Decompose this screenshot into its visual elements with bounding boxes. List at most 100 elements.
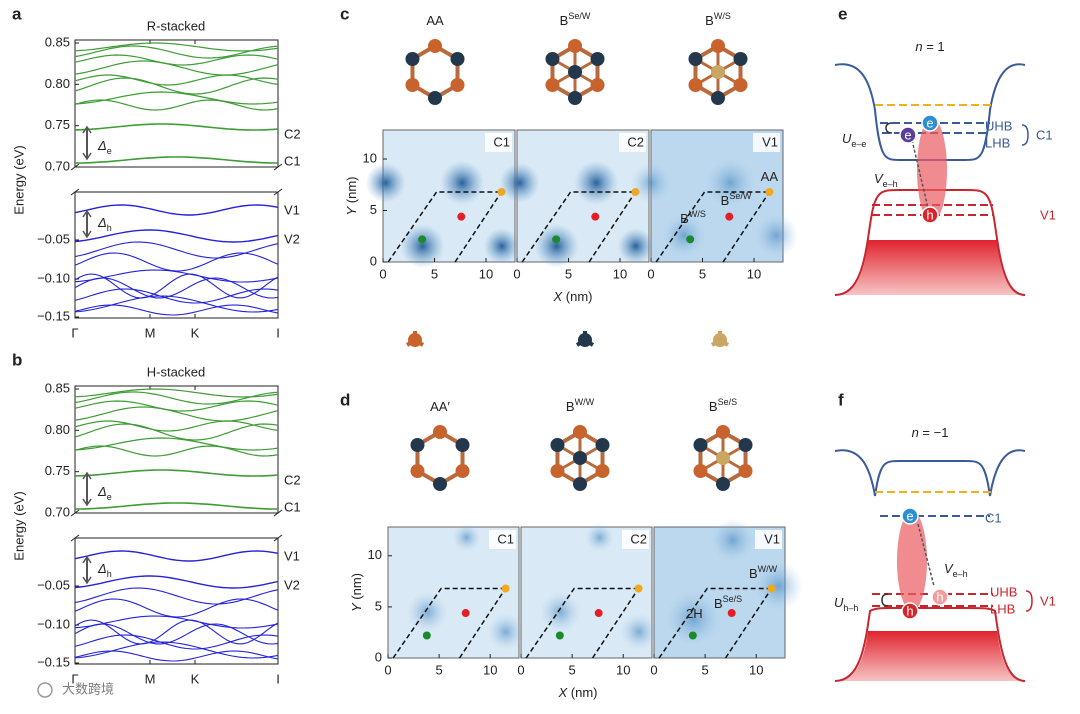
x-tick-label: 10	[616, 662, 630, 677]
band-label: V1	[284, 548, 300, 563]
y-axis-label: Y (nm)	[349, 573, 364, 612]
panel-label: e	[838, 4, 847, 23]
filling-label-part: n	[912, 425, 919, 440]
atom	[573, 477, 587, 491]
atom	[711, 39, 725, 53]
map-blob	[407, 592, 448, 633]
band	[74, 598, 279, 618]
x-tick-label: 0	[513, 266, 520, 281]
y-tick-label: 0.85	[45, 380, 70, 395]
level-label: LHB	[990, 601, 1015, 616]
arrow-head	[82, 125, 92, 161]
band	[74, 619, 279, 645]
map-label: C1	[497, 531, 514, 546]
band-label: V2	[284, 577, 300, 592]
site-dot	[422, 631, 431, 640]
x-tick-label: K	[191, 671, 200, 686]
atom	[733, 52, 748, 66]
particle-label: e	[904, 127, 911, 142]
structure-label-part: B	[705, 13, 714, 28]
structure-label: BW/W	[566, 397, 595, 414]
structure-icon	[550, 425, 610, 491]
x-tick-label: I	[276, 325, 280, 340]
filling-label: n = −1	[912, 425, 949, 440]
y-tick-label: 5	[375, 598, 382, 613]
line	[70, 188, 80, 196]
y-tick-label: 10	[368, 547, 382, 562]
atom	[568, 65, 582, 79]
y-tick-label: −0.15	[37, 308, 70, 323]
band	[74, 295, 279, 313]
site-label: BW/S	[680, 209, 706, 226]
y-axis-label: Energy (eV)	[11, 145, 26, 214]
y-tick-label: −0.05	[37, 577, 70, 592]
y-tick-label: 0.80	[45, 76, 70, 91]
x-tick-label: Γ	[71, 325, 78, 340]
panel-label: c	[340, 4, 349, 23]
interaction-label-part: e–h	[953, 569, 968, 579]
panel-title: H-stacked	[147, 364, 206, 379]
atom	[455, 438, 470, 452]
atom	[573, 425, 587, 439]
map-label-bg	[755, 530, 782, 549]
structure-label-part: B	[709, 399, 718, 414]
x-axis-label-part: (nm)	[562, 289, 592, 304]
band	[74, 229, 279, 243]
legend-atom	[408, 333, 422, 347]
band	[74, 623, 279, 645]
x-tick-label: M	[145, 325, 156, 340]
line	[273, 534, 283, 542]
map-blob	[534, 224, 579, 269]
x-tick-label: 0	[650, 662, 657, 677]
structure-label: BW/S	[705, 11, 731, 28]
structure-label-part: Se/S	[718, 397, 738, 407]
brace	[1021, 124, 1029, 146]
band	[74, 634, 279, 650]
particle-label: h	[926, 207, 933, 222]
map-label-bg	[622, 530, 649, 549]
band	[74, 252, 279, 272]
interaction-label-part: U	[842, 131, 852, 146]
watermark: 大数跨境	[62, 681, 114, 696]
map-blob	[753, 560, 804, 611]
line	[70, 509, 80, 517]
site-label-part: Se/W	[729, 191, 752, 201]
band-label: V1	[1040, 593, 1056, 608]
legend-icon	[575, 331, 595, 347]
line	[70, 163, 80, 171]
atom	[595, 464, 610, 478]
particle	[899, 126, 917, 144]
panel-label: d	[340, 390, 350, 409]
map-blob	[499, 162, 540, 203]
legend-atom	[713, 333, 727, 347]
map-blob	[665, 590, 722, 647]
y-axis-label: Energy (eV)	[11, 491, 26, 560]
band	[74, 587, 279, 605]
map-blob	[710, 518, 755, 563]
panel-label: a	[12, 4, 22, 23]
atom	[450, 52, 465, 66]
atom	[595, 438, 610, 452]
band	[74, 204, 279, 216]
interaction-label: Uh–h	[834, 595, 858, 613]
band	[74, 269, 279, 283]
filling-label-part: = 1	[923, 39, 945, 54]
watermark-icon	[37, 682, 53, 698]
interaction-label: Ve–h	[874, 171, 898, 189]
level-label: UHB	[990, 584, 1017, 599]
panel-label: b	[12, 350, 22, 369]
y-tick-label: 0	[375, 649, 382, 664]
band	[74, 60, 279, 76]
unit-cell	[655, 191, 771, 263]
band-label: C2	[284, 472, 301, 487]
y-axis-label-part: Y	[344, 206, 359, 216]
site-dot	[686, 235, 695, 244]
site-label: BSe/W	[721, 191, 752, 208]
valence-fill	[835, 240, 1025, 295]
particle-label: h	[936, 589, 943, 604]
atom	[550, 438, 565, 452]
atom	[590, 52, 605, 66]
interaction-arrow	[911, 139, 929, 209]
atom	[716, 477, 730, 491]
